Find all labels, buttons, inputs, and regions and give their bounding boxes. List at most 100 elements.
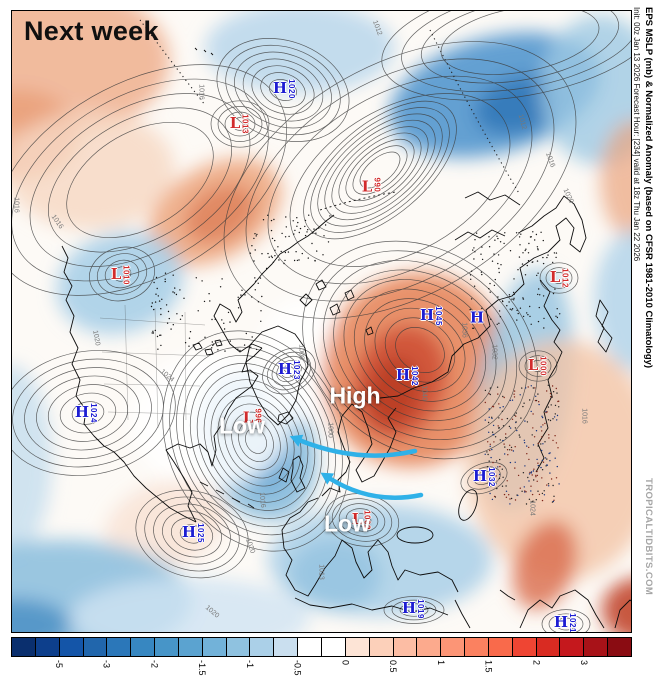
colorbar-tick-label: 0 xyxy=(340,660,351,666)
pressure-value: 1021 xyxy=(568,613,578,633)
pressure-marker-l: L 1000 xyxy=(527,356,548,376)
pressure-marker-l: L 1002 xyxy=(351,510,372,530)
colorbar-tick-label: -3 xyxy=(101,660,112,669)
pressure-letter: H xyxy=(553,613,569,632)
flow-arrow-shaft xyxy=(296,437,418,458)
contour-label: 1000 xyxy=(326,422,334,438)
pressure-value: 1024 xyxy=(89,403,99,423)
pressure-letter: L xyxy=(229,114,241,133)
contour-label: 1040 xyxy=(420,385,428,401)
meridian-dotted-lines xyxy=(139,19,521,196)
pressure-marker-l: L 1013 xyxy=(229,114,250,134)
colorbar-tick-label: 0.5 xyxy=(388,660,399,673)
colorbar-segment xyxy=(441,638,466,656)
pressure-marker-h: H 1021 xyxy=(553,613,578,633)
colorbar-segment xyxy=(512,638,537,656)
pressure-value: 1019 xyxy=(416,599,426,619)
pressure-value: 1000 xyxy=(538,356,548,376)
colorbar-segment xyxy=(178,638,203,656)
pressure-letter: L xyxy=(351,510,363,529)
colorbar-segment xyxy=(584,638,609,656)
pressure-letter: L xyxy=(527,356,539,375)
colorbar-segment xyxy=(298,638,322,656)
colorbar-tick-label: -1.5 xyxy=(197,660,208,676)
colorbar-segment xyxy=(250,638,275,656)
contour-label: 1016 xyxy=(12,197,20,213)
pressure-marker-l: L 990 xyxy=(361,177,382,196)
pressure-value: 996 xyxy=(253,408,263,424)
colorbar-segment xyxy=(107,638,132,656)
pressure-letter: H xyxy=(395,366,411,385)
annotation-high: High xyxy=(329,382,381,409)
colorbar-segment xyxy=(345,638,370,656)
colorbar-segment xyxy=(488,638,513,656)
pressure-marker-h: H 1045 xyxy=(419,306,443,326)
colorbar-segment xyxy=(12,638,36,656)
flow-arrows xyxy=(289,434,424,500)
pressure-letter: H xyxy=(272,79,288,98)
colorbar-segment xyxy=(131,638,156,656)
pressure-letter: L xyxy=(110,265,122,284)
colorbar-segment xyxy=(155,638,179,656)
colorbar-segment xyxy=(560,638,585,656)
pressure-value: 1032 xyxy=(487,467,497,487)
colorbar-segment xyxy=(536,638,561,656)
colorbar-segment xyxy=(321,638,346,656)
colorbar-segment xyxy=(226,638,251,656)
contour-label: 1008 xyxy=(297,344,305,360)
colorbar-segment xyxy=(608,638,631,656)
contour-label: 1032 xyxy=(490,344,498,360)
pressure-value: 1012 xyxy=(560,268,570,288)
pressure-marker-l: L 1012 xyxy=(549,268,570,288)
pressure-letter: H xyxy=(277,360,293,379)
pressure-value: 1020 xyxy=(287,79,297,99)
pressure-marker-l: L 1010 xyxy=(110,265,131,285)
flow-arrow-shaft xyxy=(326,475,424,500)
pressure-value: 1042 xyxy=(410,366,420,386)
pressure-letter: H xyxy=(469,308,485,327)
colorbar-segment xyxy=(202,638,227,656)
pressure-marker-h: H 1042 xyxy=(395,366,420,386)
contour-label: 1036 xyxy=(460,322,468,338)
pressure-value: 1013 xyxy=(240,114,250,134)
colorbar-tick-label: 2 xyxy=(531,660,542,666)
pressure-letter: H xyxy=(74,403,90,422)
pressure-marker-h: H 1019 xyxy=(402,599,426,619)
pressure-marker-h: H 1025 xyxy=(181,523,205,543)
anomaly-shading xyxy=(11,10,632,633)
colorbar-segment xyxy=(274,638,299,656)
flow-arrow-head xyxy=(320,472,335,485)
chart-title: EPS MSLP (mb) & Normalized Anomaly (base… xyxy=(643,7,654,369)
pressure-value: 1002 xyxy=(362,510,372,530)
pressure-marker-h: H 1020 xyxy=(272,79,297,99)
colorbar-tick-label: 3 xyxy=(579,660,590,666)
contour-label: 1016 xyxy=(257,491,267,509)
isobar-contours xyxy=(11,10,632,633)
colorbar-tick-label: -1 xyxy=(244,660,255,669)
colorbar-segment xyxy=(83,638,108,656)
pressure-value: 1010 xyxy=(121,265,131,285)
chart-subtitle: Init: 00z Jan 13 2026 Forecast Hour: [23… xyxy=(632,7,641,262)
colorbar-segment xyxy=(417,638,442,656)
contour-label: 1016 xyxy=(197,84,205,100)
colorbar-tick-label: -5 xyxy=(53,660,64,669)
colorbar xyxy=(11,637,632,657)
pressure-marker-h: H xyxy=(469,308,485,327)
pressure-letter: H xyxy=(181,523,197,542)
pressure-value: 990 xyxy=(372,177,382,193)
terrain-speckle xyxy=(150,214,561,505)
state-borders xyxy=(99,304,207,429)
pressure-letter: H xyxy=(472,467,488,486)
pressure-marker-l: L 996 xyxy=(243,408,263,426)
pressure-letter: L xyxy=(361,177,373,196)
colorbar-tick-label: -2 xyxy=(149,660,160,669)
contour-label: 1016 xyxy=(580,408,588,424)
pressure-letter: H xyxy=(419,306,435,325)
contour-label: 1024 xyxy=(528,500,536,516)
annotation-low: Low xyxy=(219,412,265,439)
pressure-letter: L xyxy=(549,268,561,287)
colorbar-tick-label: -0.5 xyxy=(292,660,303,676)
headline-label: Next week xyxy=(24,16,159,46)
